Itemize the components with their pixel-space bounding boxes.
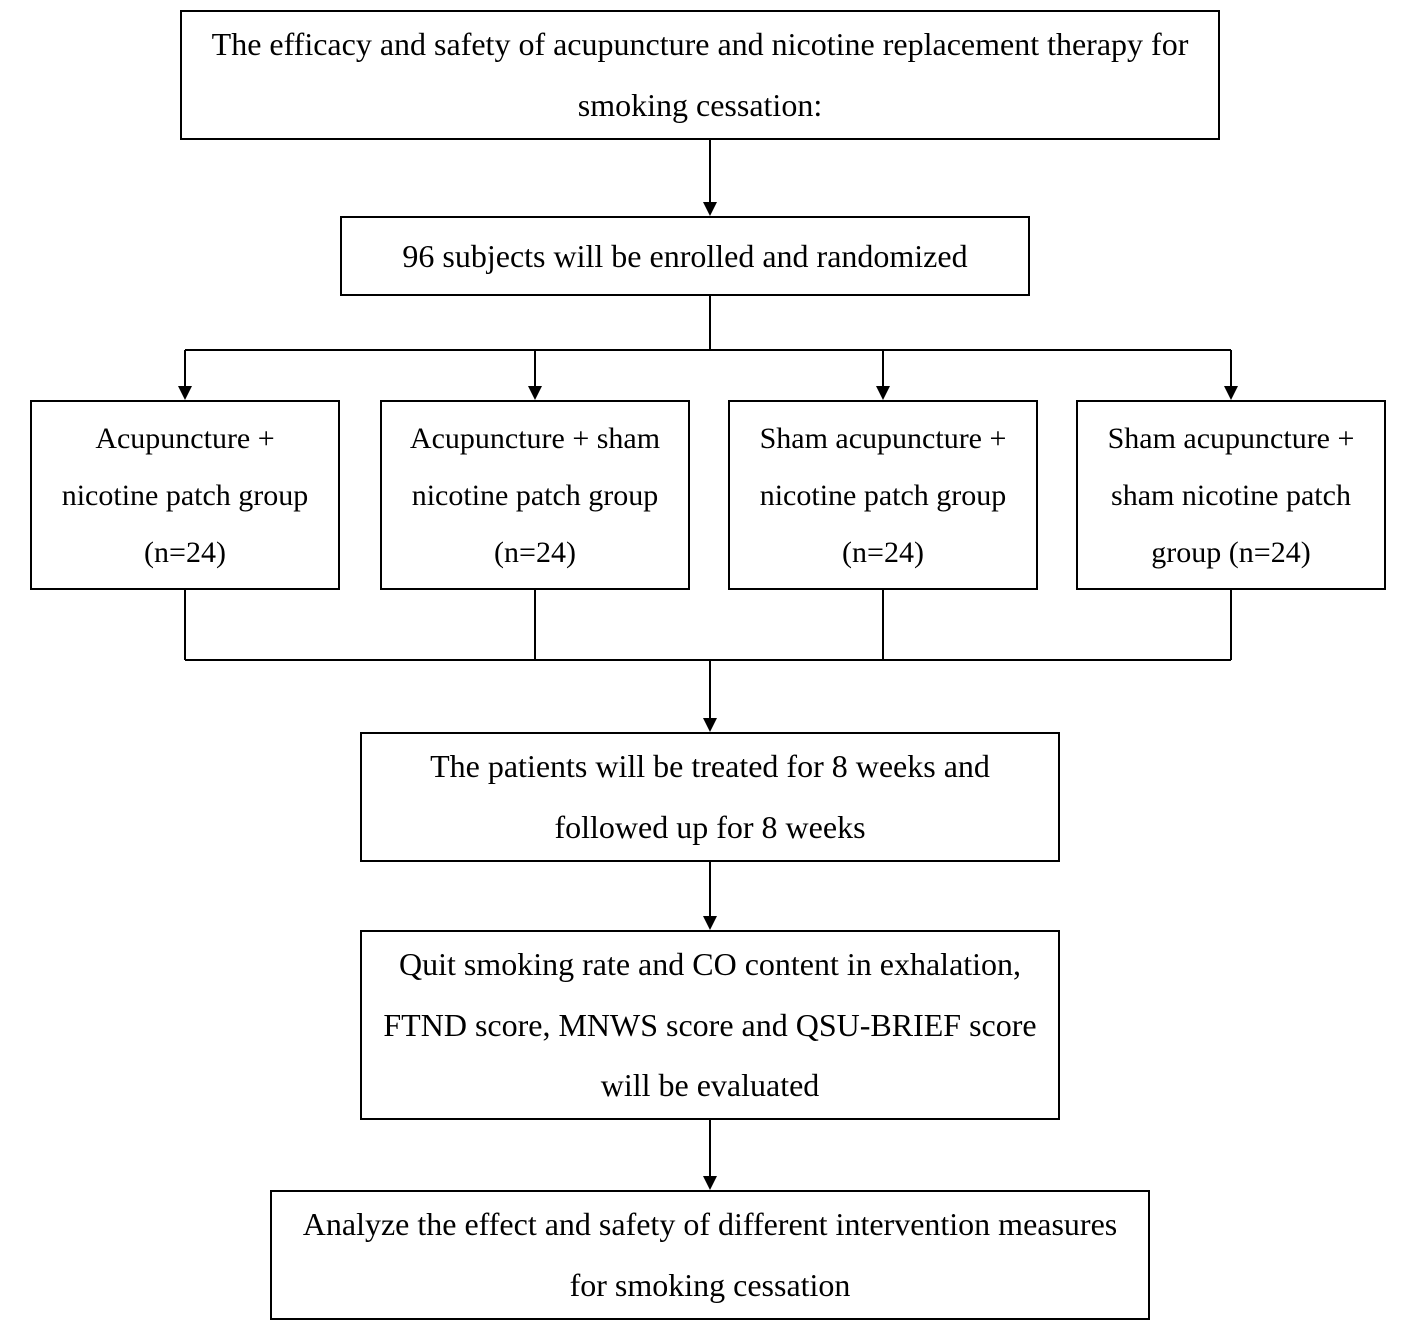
flow-node-outcomes: Quit smoking rate and CO content in exha… [360, 930, 1060, 1120]
flow-node-analyze: Analyze the effect and safety of differe… [270, 1190, 1150, 1320]
flow-node-enroll: 96 subjects will be enrolled and randomi… [340, 216, 1030, 296]
flow-node-title-label: The efficacy and safety of acupuncture a… [202, 14, 1198, 136]
flow-node-group4: Sham acupuncture + sham nicotine patch g… [1076, 400, 1386, 590]
flow-node-treat: The patients will be treated for 8 weeks… [360, 732, 1060, 862]
flow-node-title: The efficacy and safety of acupuncture a… [180, 10, 1220, 140]
flow-node-group3: Sham acupuncture + nicotine patch group … [728, 400, 1038, 590]
flow-node-group1: Acupuncture + nicotine patch group (n=24… [30, 400, 340, 590]
flow-node-outcomes-label: Quit smoking rate and CO content in exha… [382, 934, 1038, 1116]
flow-node-treat-label: The patients will be treated for 8 weeks… [382, 736, 1038, 858]
flow-node-group3-label: Sham acupuncture + nicotine patch group … [750, 410, 1016, 581]
flow-node-group1-label: Acupuncture + nicotine patch group (n=24… [52, 410, 318, 581]
flow-node-analyze-label: Analyze the effect and safety of differe… [292, 1194, 1128, 1316]
flow-node-enroll-label: 96 subjects will be enrolled and randomi… [402, 226, 967, 287]
flow-node-group2: Acupuncture + sham nicotine patch group … [380, 400, 690, 590]
flow-node-group2-label: Acupuncture + sham nicotine patch group … [402, 410, 668, 581]
flow-connectors [0, 0, 1416, 1338]
flow-node-group4-label: Sham acupuncture + sham nicotine patch g… [1098, 410, 1364, 581]
